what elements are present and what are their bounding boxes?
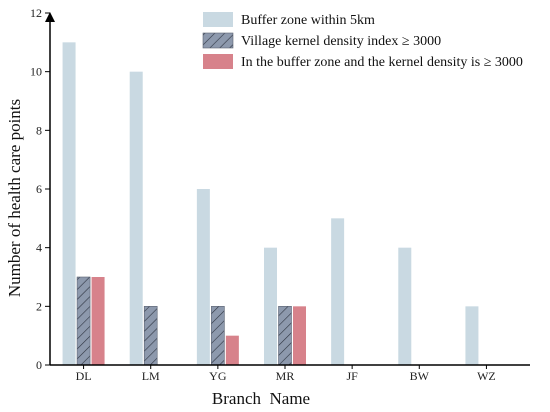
y-tick-label: 8: [36, 123, 42, 137]
bar-lm-series-1: [129, 71, 143, 366]
legend-swatch-3: [203, 54, 233, 69]
bar-dl-series-2: [76, 276, 91, 366]
bar-jf-series-1: [331, 218, 345, 365]
x-tick-label-wz: WZ: [477, 369, 496, 383]
legend-label-3: In the buffer zone and the kernel densit…: [241, 55, 523, 70]
bar-wz-series-1: [465, 306, 479, 365]
bar-lm-series-2: [143, 306, 158, 366]
x-tick-label-dl: DL: [76, 369, 92, 383]
y-tick-label: 6: [36, 182, 42, 196]
bar-dl-series-1: [62, 42, 76, 365]
axes-layer: 0 2 4 6 8 10 12 DL LM YG MR JF BW WZ: [30, 6, 530, 383]
x-tick-label-bw: BW: [410, 369, 430, 383]
legend-label-2: Village kernel density index ≥ 3000: [241, 34, 441, 49]
legend-swatch-1: [203, 12, 233, 27]
legend-label-1: Buffer zone within 5km: [241, 13, 375, 28]
y-tick-label: 4: [36, 241, 42, 255]
x-axis-title: Branch Name: [212, 389, 310, 408]
x-tick-label-lm: LM: [142, 369, 160, 383]
x-tick-label-yg: YG: [209, 369, 227, 383]
bar-mr-series-1: [264, 247, 277, 365]
y-axis-title: Number of health care points: [5, 99, 24, 297]
x-tick-label-mr: MR: [276, 369, 295, 383]
legend: Buffer zone within 5km Village kernel den…: [202, 12, 523, 70]
bar-mr-series-2: [278, 306, 292, 366]
bar-mr-series-3: [293, 306, 306, 365]
bar-yg-series-3: [225, 335, 239, 365]
y-tick-label: 2: [36, 299, 42, 313]
bars-layer: [62, 42, 479, 366]
bar-dl-series-3: [91, 277, 105, 365]
bar-yg-series-2: [211, 306, 225, 366]
y-tick-label: 0: [36, 358, 42, 372]
bar-bw-series-1: [398, 247, 412, 365]
y-tick-label: 12: [30, 6, 42, 20]
y-tick-label: 10: [30, 65, 42, 79]
bar-yg-series-1: [196, 189, 210, 365]
legend-swatch-2: [202, 32, 234, 49]
y-axis-arrow: [45, 12, 55, 22]
x-tick-label-jf: JF: [346, 369, 358, 383]
